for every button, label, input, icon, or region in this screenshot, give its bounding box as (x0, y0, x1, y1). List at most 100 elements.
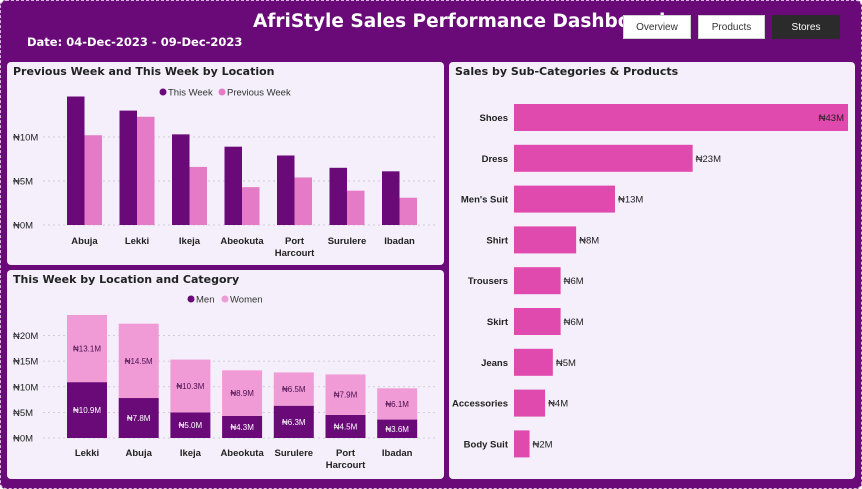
bar-women-abuja (118, 323, 159, 399)
data-label: ₦4.3M (230, 423, 254, 432)
x-tick-label: Port (336, 448, 356, 459)
y-tick-label: Shoes (479, 113, 508, 124)
subcategory-title: Sales by Sub-Categories & Products (455, 65, 679, 78)
x-tick-label: Port (285, 236, 305, 247)
bar-body-suit (514, 430, 530, 458)
bar-this-week-ibadan (382, 171, 400, 225)
x-tick-label: Surulere (275, 448, 314, 459)
data-label: ₦4M (548, 399, 568, 410)
bar-shoes (514, 104, 848, 131)
data-label: ₦8M (579, 235, 599, 246)
bar-skirt (514, 308, 561, 335)
bar-this-week-port-harcourt (277, 155, 295, 225)
bar-previous-week-lekki (137, 116, 155, 225)
data-label: ₦8.9M (230, 389, 254, 398)
y-tick-label: Men's Suit (461, 195, 509, 206)
data-label: ₦6.5M (282, 385, 306, 394)
category-location-chart: ₦0M ₦5M ₦10M ₦15M ₦20M Men Women ₦10.9M ₦13.1M Le… (13, 295, 437, 471)
bar-men-ikeja (170, 412, 211, 438)
stores-nav-button[interactable]: Stores (772, 15, 840, 39)
legend-label-men: Men (196, 295, 214, 306)
bar-women-abeokuta (222, 370, 263, 416)
data-label: ₦5.0M (179, 421, 203, 430)
bar-men-port-harcourt (325, 414, 366, 438)
legend-marker-previous-week (218, 88, 226, 96)
bar-men-abuja (118, 398, 159, 438)
bar-men-ibadan (377, 419, 418, 438)
data-label: ₦43M (819, 113, 844, 124)
y-tick-label: ₦10M (13, 133, 38, 144)
x-tick-label: Abuja (126, 448, 153, 459)
data-label: ₦13M (618, 195, 643, 206)
bar-women-surulere (273, 372, 314, 406)
category-location-title: This Week by Location and Category (13, 273, 240, 286)
y-tick-label: Accessories (452, 399, 508, 410)
y-tick-label: Dress (482, 154, 508, 165)
y-tick-label: ₦0M (13, 434, 33, 445)
legend-label-previous-week: Previous Week (227, 88, 291, 99)
data-label: ₦7.9M (334, 391, 358, 400)
category-location-panel: This Week by Location and Category ₦0M ₦5… (7, 270, 444, 479)
y-tick-label: Trousers (468, 276, 508, 287)
y-tick-label: ₦5M (13, 408, 33, 419)
data-label: ₦23M (696, 154, 721, 165)
bar-accessories (514, 389, 546, 417)
date-range-label: Date: 04-Dec-2023 - 09-Dec-2023 (27, 35, 243, 49)
legend-label-women: Women (230, 295, 263, 306)
bar-women-lekki (67, 315, 107, 383)
bar-this-week-lekki (119, 110, 137, 225)
data-label: ₦10.3M (176, 382, 204, 391)
bar-men-surulere (273, 405, 314, 438)
bar-previous-week-ibadan (399, 197, 417, 225)
legend-marker-this-week (159, 88, 167, 96)
legend-label-this-week: This Week (168, 88, 213, 99)
x-tick-label: Harcourt (275, 248, 315, 259)
legend-marker-women (221, 295, 229, 303)
y-tick-label: ₦20M (13, 331, 38, 342)
y-tick-label: ₦15M (13, 357, 38, 368)
y-tick-label: Shirt (486, 235, 508, 246)
data-label: ₦6.3M (282, 418, 306, 427)
bar-trousers (514, 267, 561, 295)
legend-marker-men (187, 295, 195, 303)
x-tick-label: Abeokuta (220, 448, 264, 459)
data-label: ₦10.9M (73, 406, 101, 415)
bar-this-week-surulere (329, 167, 347, 225)
bar-women-ikeja (170, 359, 211, 413)
bar-previous-week-abeokuta (242, 187, 260, 225)
bar-previous-week-abuja (84, 135, 102, 225)
bar-shirt (514, 226, 577, 254)
bar-men-s-suit (514, 185, 615, 213)
x-tick-label: Lekki (125, 236, 149, 247)
bar-women-ibadan (377, 388, 418, 420)
x-tick-label: Abuja (71, 236, 98, 247)
data-label: ₦2M (533, 439, 553, 450)
products-nav-button[interactable]: Products (698, 15, 765, 39)
data-label: ₦6M (564, 317, 584, 328)
bar-this-week-abuja (67, 96, 85, 225)
bar-dress (514, 144, 693, 172)
y-tick-label: Jeans (481, 358, 508, 369)
bar-women-port-harcourt (325, 374, 366, 415)
y-tick-label: Body Suit (464, 439, 509, 450)
y-tick-label: Skirt (487, 317, 509, 328)
bar-previous-week-ikeja (189, 166, 207, 225)
x-tick-label: Ikeja (179, 236, 201, 247)
y-tick-label: ₦10M (13, 382, 38, 393)
data-label: ₦6M (564, 276, 584, 287)
subcategory-chart: Shoes ₦43M Dress ₦23M Men's Suit ₦13M Shirt ₦8M… (452, 104, 848, 458)
overview-nav-button[interactable]: Overview (623, 15, 691, 39)
bar-jeans (514, 348, 553, 376)
x-tick-label: Ikeja (180, 448, 202, 459)
x-tick-label: Ibadan (382, 448, 413, 459)
data-label: ₦3.6M (385, 425, 409, 434)
page-title: AfriStyle Sales Performance Dashboard (253, 11, 666, 32)
bar-previous-week-port-harcourt (294, 177, 312, 225)
data-label: ₦7.8M (127, 414, 151, 423)
data-label: ₦5M (556, 358, 576, 369)
subcategory-panel: Sales by Sub-Categories & Products Shoes… (449, 62, 855, 479)
bar-men-lekki (67, 382, 107, 438)
x-tick-label: Ibadan (384, 236, 415, 247)
bar-this-week-ikeja (172, 134, 190, 225)
